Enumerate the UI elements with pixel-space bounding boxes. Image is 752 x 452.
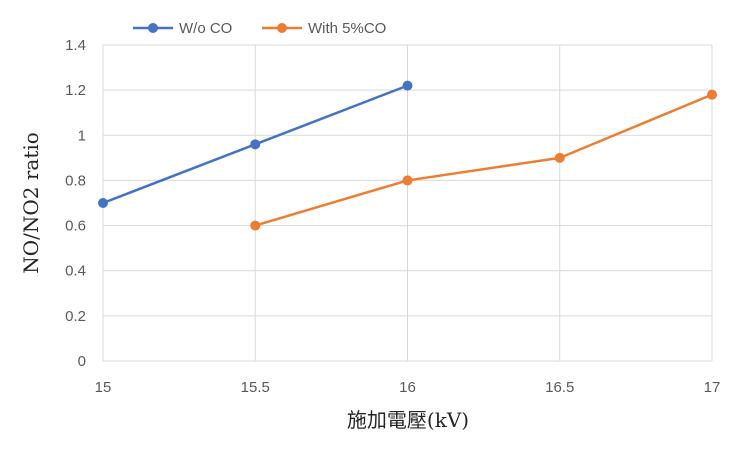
legend-label: With 5%CO [308, 20, 386, 37]
y-axis-title: NO/NO2 ratio [19, 132, 43, 274]
y-tick-label: 1.4 [65, 37, 86, 54]
legend-item: With 5%CO [262, 20, 386, 37]
gridlines [102, 44, 713, 362]
data-point [250, 220, 261, 231]
y-axis-ticks: 0 0.2 0.4 0.6 0.8 1 1.2 1.4 [65, 37, 86, 370]
x-tick-label: 15 [95, 379, 112, 396]
legend-label: W/o CO [179, 20, 232, 37]
legend: W/o CO With 5%CO [133, 20, 386, 37]
data-point [98, 198, 108, 208]
x-tick-label: 15.5 [241, 379, 270, 396]
y-tick-label: 0.6 [65, 218, 86, 235]
x-tick-label: 16.5 [545, 379, 574, 396]
data-point [707, 89, 717, 100]
y-tick-label: 0.4 [65, 263, 86, 280]
legend-item: W/o CO [133, 20, 232, 37]
series-group [98, 80, 717, 231]
series-1 [250, 89, 717, 231]
y-tick-label: 1.2 [65, 82, 86, 99]
x-axis-ticks: 15 15.5 16 16.5 17 [95, 379, 721, 396]
data-point [402, 175, 413, 186]
y-tick-label: 0.2 [65, 308, 86, 325]
x-tick-label: 17 [704, 379, 721, 396]
y-tick-label: 0.8 [65, 172, 86, 189]
series-0 [98, 80, 413, 208]
data-point [402, 80, 413, 91]
y-tick-label: 1 [78, 127, 86, 144]
x-tick-label: 16 [399, 379, 416, 396]
x-axis-title: 施加電壓(kV) [347, 408, 469, 432]
data-point [554, 152, 565, 163]
legend-swatch-marker [277, 23, 287, 33]
legend-swatch-marker [148, 23, 158, 33]
y-tick-label: 0 [78, 353, 86, 370]
series-line [254, 93, 713, 227]
data-point [250, 139, 261, 150]
